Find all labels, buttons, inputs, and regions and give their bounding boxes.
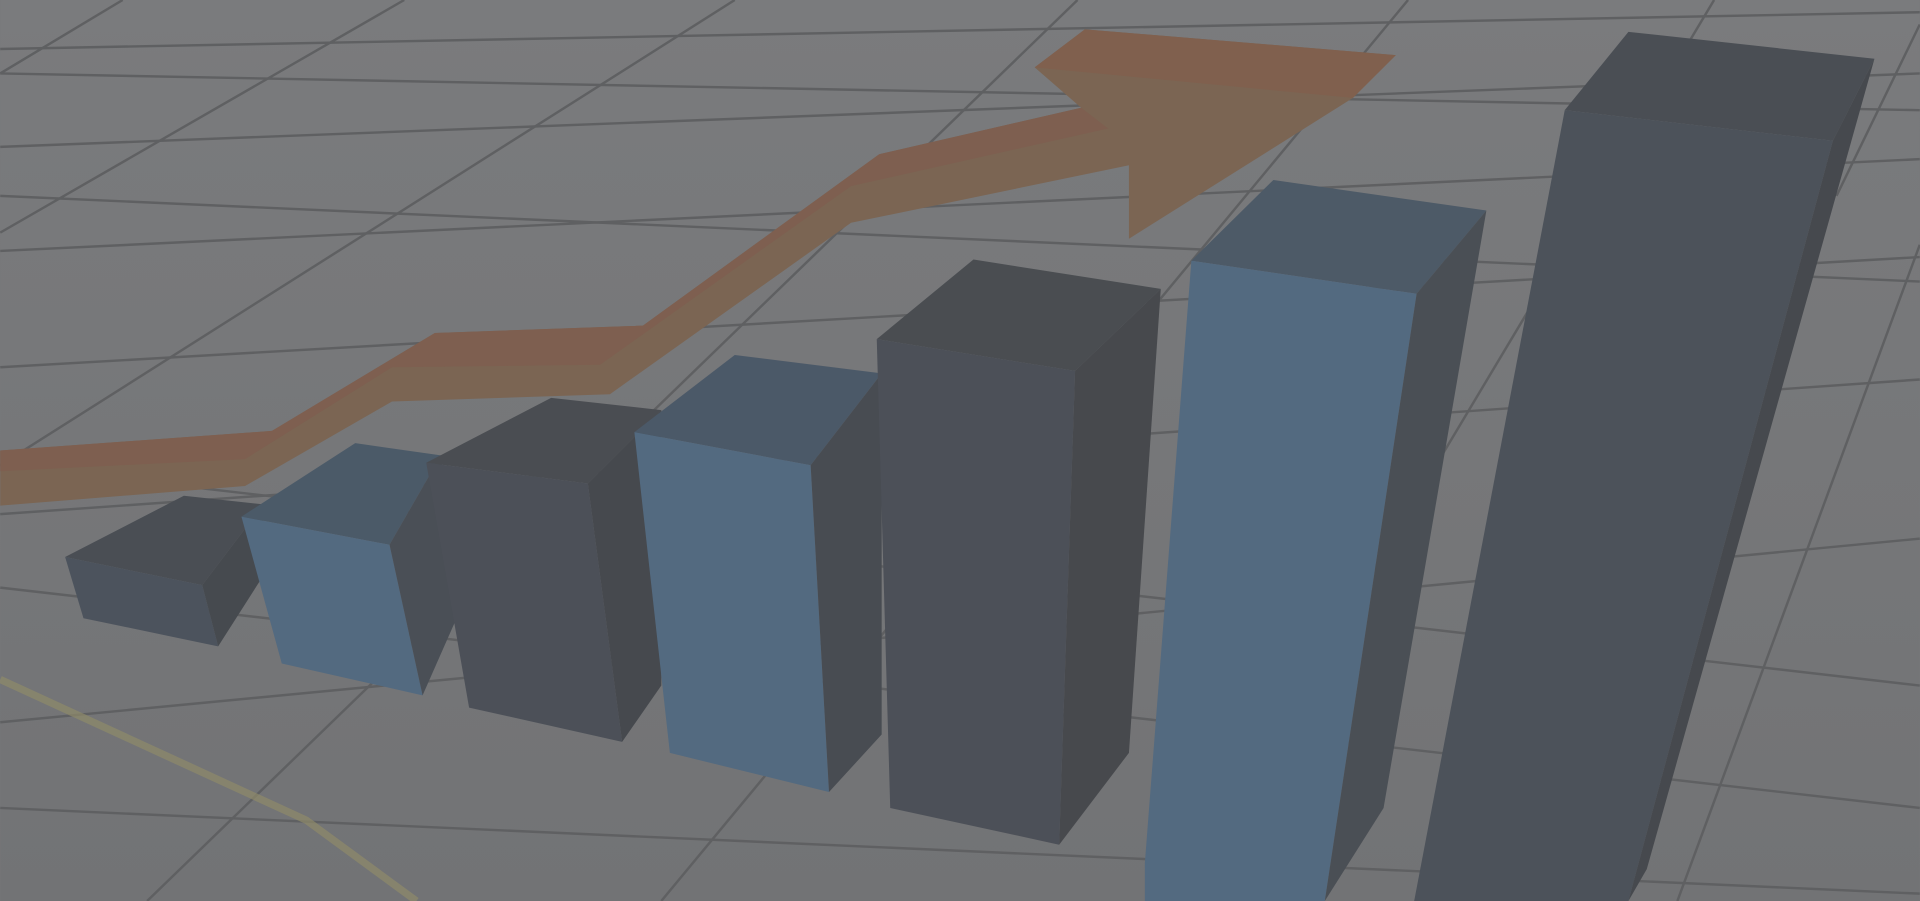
reflection: [0, 676, 419, 901]
bar: [65, 495, 264, 647]
arrow: [0, 29, 1396, 506]
bar: [876, 259, 1161, 845]
bar: [1414, 31, 1875, 901]
bar: [634, 355, 882, 793]
bar: [1144, 179, 1487, 901]
